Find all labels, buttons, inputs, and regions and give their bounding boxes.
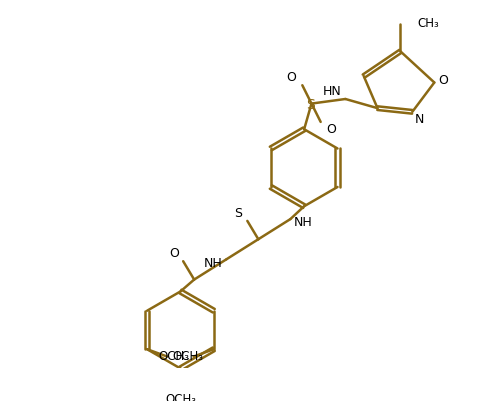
- Text: O: O: [327, 123, 336, 136]
- Text: OCH₃: OCH₃: [165, 393, 196, 401]
- Text: NH: NH: [204, 257, 223, 269]
- Text: HN: HN: [323, 85, 342, 98]
- Text: OCH₃: OCH₃: [158, 350, 189, 363]
- Text: O: O: [439, 74, 448, 87]
- Text: OCH₃: OCH₃: [172, 350, 203, 363]
- Text: NH: NH: [294, 216, 312, 229]
- Text: S: S: [234, 207, 242, 220]
- Text: S: S: [306, 98, 315, 112]
- Text: O: O: [287, 71, 296, 84]
- Text: CH₃: CH₃: [417, 17, 439, 30]
- Text: N: N: [415, 113, 424, 126]
- Text: O: O: [169, 247, 179, 260]
